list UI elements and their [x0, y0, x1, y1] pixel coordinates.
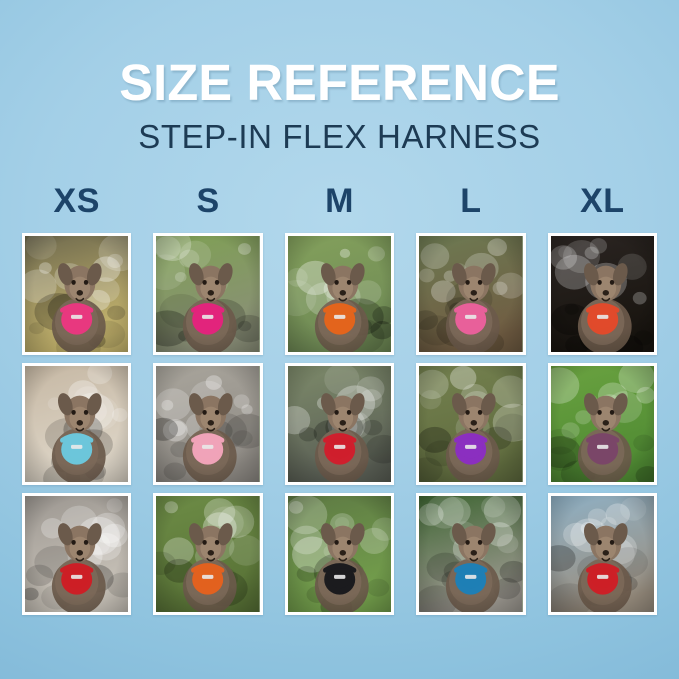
- photo-cell-s-1: [153, 233, 263, 355]
- photo-cell-xl-2: [547, 363, 658, 485]
- photo-cell-s-3: [153, 493, 263, 615]
- dog-photo: [550, 236, 655, 352]
- photo-cell-l-3: [416, 493, 526, 615]
- photo-cell-m-2: [284, 363, 395, 485]
- size-label-m: M: [325, 182, 354, 220]
- size-label-s: S: [196, 182, 220, 220]
- photo-cell-s-2: [153, 363, 263, 485]
- size-label-xl: XL: [580, 182, 625, 220]
- dog-photo: [156, 496, 260, 612]
- dog-photo: [550, 366, 655, 482]
- photo-grid: [22, 233, 658, 615]
- page-subtitle: STEP-IN FLEX HARNESS: [138, 118, 541, 155]
- size-label-xs: XS: [53, 182, 100, 220]
- photo-cell-l-2: [416, 363, 526, 485]
- page-title: SIZE REFERENCE: [119, 54, 560, 111]
- photo-grid-row: [22, 233, 658, 355]
- dog-photo: [156, 236, 260, 352]
- dog-photo: [419, 366, 523, 482]
- photo-cell-m-1: [284, 233, 395, 355]
- photo-grid-row: [22, 493, 658, 615]
- photo-cell-xl-3: [547, 493, 658, 615]
- photo-cell-xl-1: [547, 233, 658, 355]
- photo-cell-m-3: [284, 493, 395, 615]
- photo-cell-xs-1: [22, 233, 132, 355]
- photo-cell-l-1: [416, 233, 526, 355]
- dog-photo: [156, 366, 260, 482]
- dog-photo: [419, 236, 523, 352]
- header: SIZE REFERENCE STEP-IN FLEX HARNESS: [0, 0, 679, 153]
- dog-photo: [550, 496, 655, 612]
- dog-photo: [287, 366, 392, 482]
- dog-photo: [25, 496, 129, 612]
- photo-grid-row: [22, 363, 658, 485]
- dog-photo: [287, 236, 392, 352]
- photo-cell-xs-2: [22, 363, 132, 485]
- photo-cell-xs-3: [22, 493, 132, 615]
- dog-photo: [25, 366, 129, 482]
- dog-photo: [287, 496, 392, 612]
- dog-photo: [25, 236, 129, 352]
- size-label-row: XS S M L XL: [22, 184, 657, 218]
- size-label-l: L: [460, 182, 482, 220]
- dog-photo: [419, 496, 523, 612]
